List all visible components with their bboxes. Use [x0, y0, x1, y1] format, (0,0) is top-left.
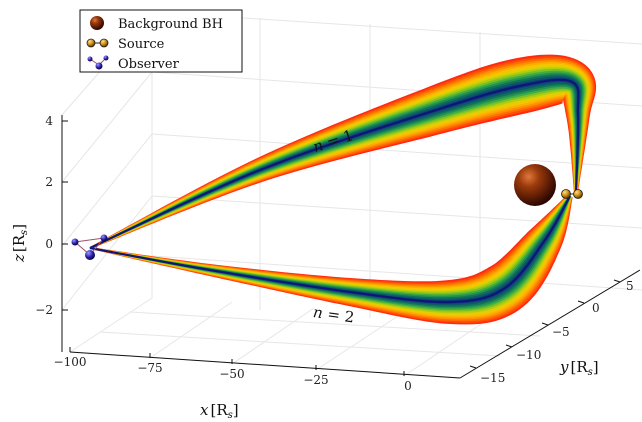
source-star-b — [573, 189, 583, 199]
legend-source-marker — [86, 38, 96, 48]
legend: Background BH Source Observer — [79, 9, 243, 73]
observer-node — [85, 250, 95, 260]
background-bh-sphere — [514, 164, 556, 206]
bundle-1-layer — [89, 72, 584, 249]
y-tick-mark — [541, 322, 549, 326]
grid-line — [315, 315, 399, 371]
grid-line — [151, 255, 642, 291]
y-tick-label: 5 — [626, 279, 634, 293]
observer-link — [74, 237, 105, 243]
grid-line — [61, 195, 153, 311]
legend-observer-marker — [87, 56, 93, 62]
legend-label: Source — [118, 37, 165, 52]
z-tick-label: −2 — [35, 303, 53, 317]
grid-line — [61, 71, 153, 183]
grid-line — [149, 301, 233, 359]
z-tick-label: 4 — [45, 114, 53, 128]
grid-line — [151, 133, 642, 169]
y-tick-mark — [469, 365, 477, 369]
x-tick-label: −75 — [137, 361, 162, 375]
y-tick-label: −5 — [552, 325, 570, 339]
grid-line — [99, 331, 501, 357]
legend-observer-marker — [103, 55, 109, 61]
y-tick-label: 0 — [592, 301, 600, 315]
y-ticks: −15 −10 −5 0 5 — [469, 279, 634, 385]
y-tick-label: −10 — [516, 348, 541, 362]
x-ticks: −100 −75 −50 −25 0 — [54, 347, 412, 393]
x-tick-label: −25 — [303, 373, 328, 387]
z-axis-label: z[Rs] — [10, 224, 30, 263]
geodesic-bundles — [89, 54, 597, 325]
grid-line — [231, 307, 315, 365]
legend-label: Background BH — [118, 17, 223, 32]
background-bh — [514, 164, 556, 206]
bundle-2-layer — [89, 195, 571, 309]
x-axis-line — [69, 351, 461, 379]
grid-line — [129, 311, 541, 337]
observer-triad — [71, 234, 108, 260]
legend-label: Observer — [118, 57, 180, 72]
y-axis-label: y [Rs] — [559, 358, 599, 378]
axes — [61, 115, 641, 379]
y-tick-mark — [577, 300, 585, 304]
annotation-n2: n = 2 — [312, 303, 355, 327]
grid-line — [69, 297, 153, 353]
observer-node — [100, 234, 108, 242]
legend-item-observer: Observer — [87, 55, 180, 72]
legend-source-marker — [99, 38, 109, 48]
legend-bh-marker — [90, 16, 104, 30]
x-axis-label: x [Rs] — [200, 401, 239, 421]
x-tick-label: −50 — [219, 367, 244, 381]
legend-item-source: Source — [86, 37, 165, 52]
geodesic-line-n1 — [89, 78, 580, 249]
grid-line — [61, 133, 153, 247]
z-ticks: 4 2 0 −2 — [35, 114, 68, 317]
legend-observer-marker — [95, 62, 103, 70]
grid-line — [403, 321, 485, 377]
source-star-a — [561, 189, 571, 199]
y-tick-mark — [613, 279, 621, 283]
geodesic-line-n2 — [89, 195, 571, 304]
observer-node — [71, 238, 79, 246]
x-tick-label: 0 — [404, 379, 412, 393]
y-tick-mark — [505, 344, 513, 348]
source-binary — [561, 189, 583, 199]
y-axis-line — [459, 269, 641, 379]
y-tick-label: −15 — [480, 371, 505, 385]
bundle-2-layer — [89, 195, 572, 318]
legend-item-background-bh: Background BH — [90, 16, 223, 32]
z-tick-label: 0 — [45, 237, 53, 251]
z-tick-label: 2 — [45, 175, 53, 189]
x-tick-label: −100 — [54, 355, 87, 369]
